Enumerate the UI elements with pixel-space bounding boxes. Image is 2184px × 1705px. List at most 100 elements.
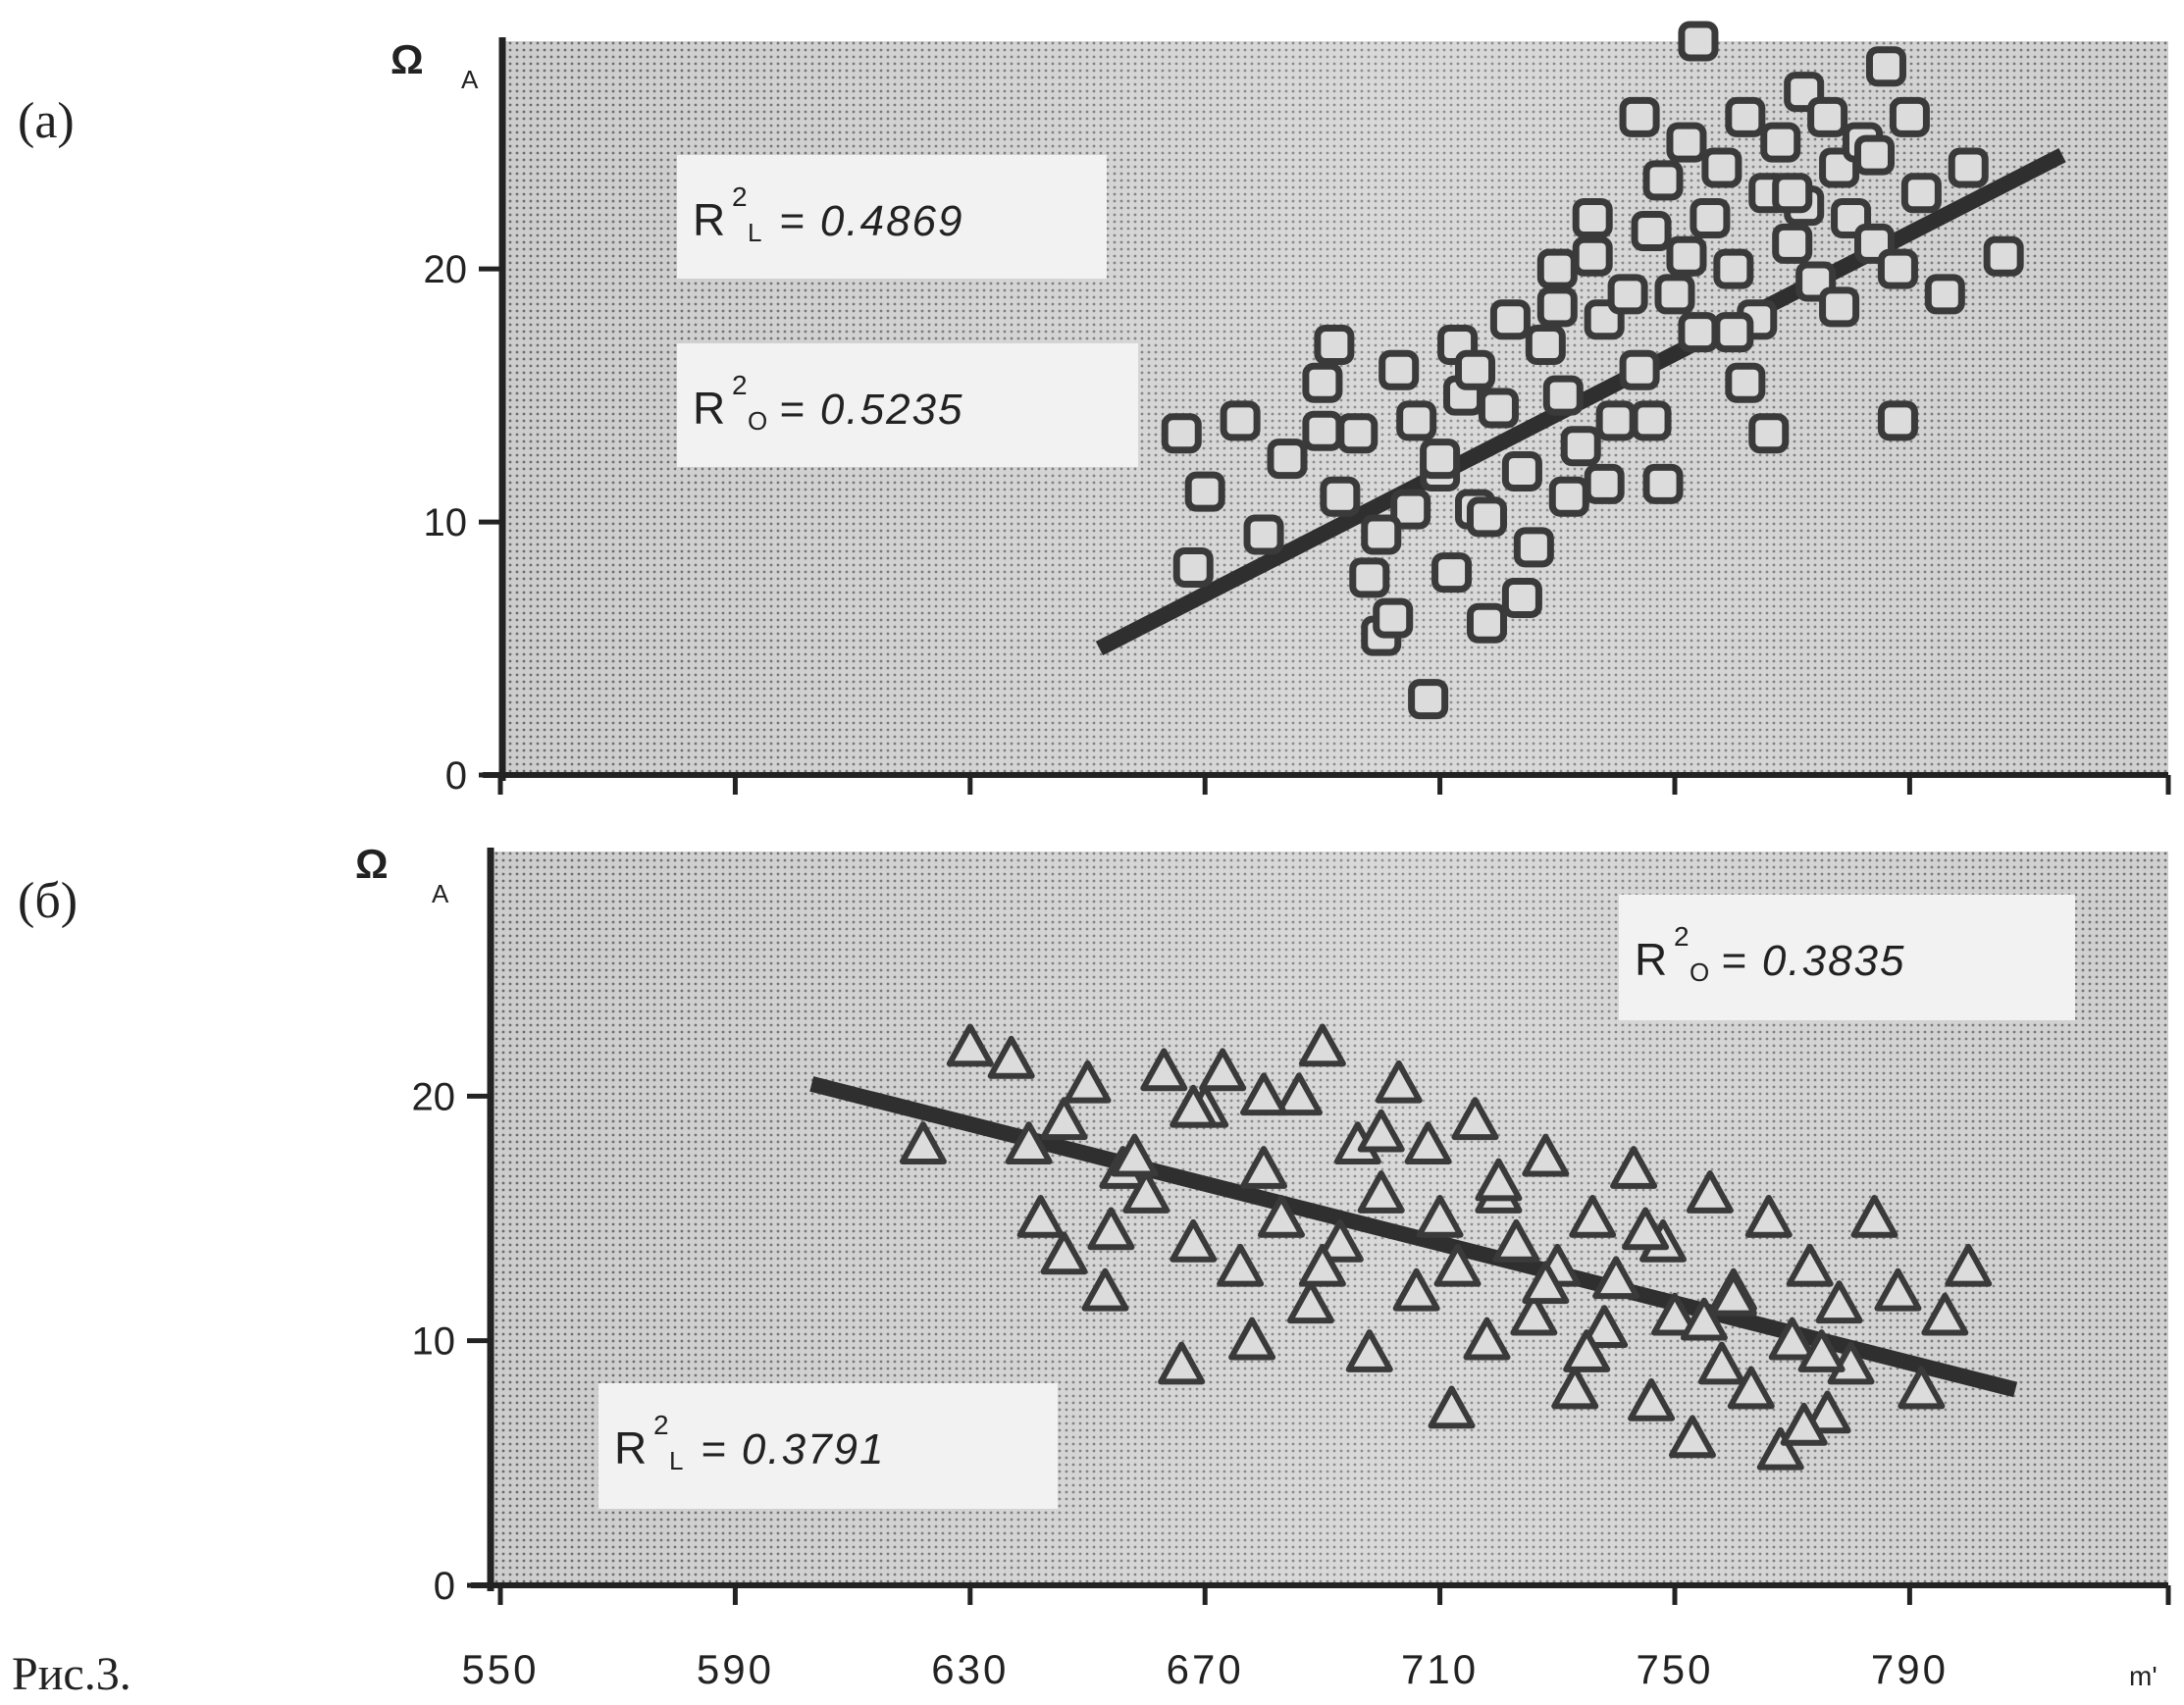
panel-b-data-point bbox=[1668, 1415, 1716, 1459]
panel-b-data-point bbox=[1768, 1317, 1816, 1361]
panel-b-data-point bbox=[1298, 1023, 1346, 1067]
x-tick-label: 750 bbox=[1636, 1646, 1713, 1692]
panel-b-data-point bbox=[1709, 1272, 1757, 1317]
panel-a-data-point bbox=[1948, 147, 1989, 188]
panel-a-data-point bbox=[1807, 96, 1848, 137]
panel-a-data-point bbox=[1619, 96, 1660, 137]
panel-a-data-point bbox=[1631, 400, 1672, 441]
panel-a-data-point bbox=[1220, 400, 1261, 441]
panel-a-data-point bbox=[1320, 476, 1361, 517]
panel-a-data-point bbox=[1713, 248, 1754, 289]
panel-b-data-point bbox=[1697, 1341, 1745, 1385]
panel-b-data-point bbox=[1392, 1267, 1440, 1312]
r-squared-subscript: O bbox=[1690, 957, 1709, 987]
panel-a-data-point bbox=[1501, 577, 1542, 618]
r-squared-symbol: R bbox=[693, 194, 725, 245]
panel-a-data-point bbox=[1853, 134, 1895, 176]
panel-b-data-point bbox=[1433, 1243, 1482, 1287]
panel-a-data-point bbox=[1725, 362, 1766, 403]
panel-a-data-point bbox=[1666, 122, 1707, 163]
panel-b-data-point bbox=[1569, 1195, 1617, 1238]
panel-a-data-point bbox=[1725, 96, 1766, 137]
panel-b-data-point bbox=[1451, 1097, 1499, 1141]
panel-a-data-point bbox=[1877, 400, 1918, 441]
panel-a-data-point bbox=[1983, 235, 2024, 277]
panel-b-y-axis-label-subscript: A bbox=[432, 879, 449, 908]
panel-b-data-point bbox=[1170, 1218, 1218, 1263]
panel-a-data-point bbox=[1595, 400, 1637, 441]
panel-a-data-point bbox=[1748, 413, 1790, 454]
panel-b-data-point bbox=[1122, 1170, 1170, 1214]
panel-b-data-point bbox=[1040, 1097, 1088, 1141]
panel-a-data-point bbox=[1877, 248, 1918, 289]
panel-b-data-point bbox=[1158, 1341, 1206, 1385]
panel-b-data-point bbox=[1428, 1385, 1476, 1429]
panel-b-data-point bbox=[1563, 1329, 1611, 1372]
panel-a-data-point bbox=[1420, 439, 1461, 480]
x-tick-label: 790 bbox=[1871, 1646, 1949, 1692]
panel-b-data-point bbox=[1274, 1072, 1323, 1116]
panel-b-data-point bbox=[1622, 1207, 1670, 1251]
panel-b-data-point bbox=[1492, 1218, 1540, 1263]
r-squared-symbol: R bbox=[693, 383, 725, 434]
panel-a-axes: 0 10 20 bbox=[424, 37, 2171, 798]
panel-b-data-point bbox=[1240, 1146, 1288, 1189]
panel-a-data-point bbox=[1302, 410, 1343, 451]
panel-a-data-point bbox=[1184, 471, 1225, 512]
panel-a-data-point bbox=[1302, 362, 1343, 403]
panel-a-data-point bbox=[1819, 286, 1860, 328]
panel-a-data-point bbox=[1701, 147, 1742, 188]
x-tick-label: 710 bbox=[1401, 1646, 1479, 1692]
r-squared-value: = 0.5235 bbox=[779, 386, 964, 434]
r-squared-value: = 0.4869 bbox=[779, 197, 964, 245]
r-squared-subscript: L bbox=[748, 218, 761, 247]
panel-b-data-point bbox=[1228, 1317, 1276, 1361]
panel-a-data-point bbox=[1572, 198, 1613, 239]
panel-a-data-point bbox=[1361, 514, 1402, 555]
panel-a-data-point bbox=[1172, 546, 1214, 588]
panel-b-data-point bbox=[1345, 1329, 1393, 1372]
panel-a-data-point bbox=[1690, 198, 1731, 239]
panel-b-data-point bbox=[1005, 1121, 1053, 1164]
panel-a-data-point bbox=[1536, 248, 1578, 289]
panel-b-label: (б) bbox=[18, 873, 78, 929]
panel-a-annotation-box bbox=[677, 343, 1138, 467]
panel-b-annotation-box bbox=[598, 1383, 1058, 1509]
panel-a-label: (a) bbox=[18, 93, 75, 149]
panel-a-data-point bbox=[1408, 679, 1449, 720]
panel-a-data-point bbox=[1478, 388, 1519, 429]
panel-b-data-point bbox=[1780, 1402, 1828, 1446]
panel-b-data-point bbox=[1727, 1366, 1775, 1410]
r-squared-symbol: R bbox=[614, 1422, 647, 1473]
panel-a-data-point bbox=[1713, 312, 1754, 353]
panel-a-y-axis-label: Ω bbox=[390, 36, 424, 82]
panel-b-data-point bbox=[1898, 1366, 1946, 1410]
panel-a-data-point bbox=[1337, 413, 1378, 454]
panel-b-data-point bbox=[1610, 1146, 1658, 1189]
panel-b-data-point bbox=[1258, 1195, 1306, 1238]
panel-b-data-point bbox=[1286, 1280, 1334, 1324]
panel-a-data-point bbox=[1560, 426, 1601, 467]
panel-b-data-point bbox=[1357, 1109, 1405, 1153]
panel-b-data-point bbox=[1475, 1158, 1523, 1202]
figure-caption: Рис.3. bbox=[12, 1648, 131, 1700]
panel-a-points-layer bbox=[1161, 21, 2024, 720]
panel-b-data-point bbox=[1087, 1207, 1135, 1251]
x-tick-label: 670 bbox=[1167, 1646, 1244, 1692]
r-squared-subscript: O bbox=[748, 406, 767, 436]
r-squared-superscript: 2 bbox=[653, 1410, 669, 1440]
panel-b-data-point bbox=[1744, 1195, 1793, 1238]
panel-b-y-tick-label: 0 bbox=[434, 1565, 455, 1608]
panel-a-data-point bbox=[1889, 96, 1930, 137]
panel-b-data-point bbox=[1815, 1280, 1863, 1324]
panel-b-data-point bbox=[1756, 1426, 1804, 1471]
panel-b-data-point bbox=[1510, 1292, 1558, 1336]
panel-b-data-point bbox=[1240, 1072, 1288, 1116]
panel-b-data-point bbox=[899, 1121, 947, 1164]
r-squared-value: = 0.3791 bbox=[701, 1425, 886, 1473]
panel-a-data-point bbox=[1161, 413, 1202, 454]
panel-b-data-point bbox=[1874, 1267, 1922, 1312]
